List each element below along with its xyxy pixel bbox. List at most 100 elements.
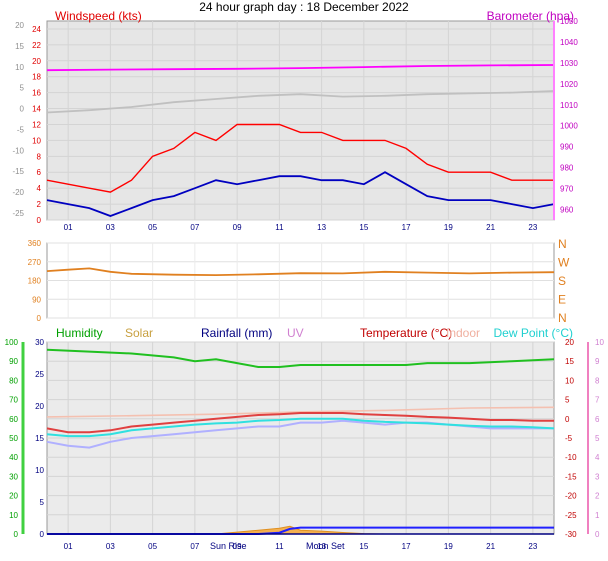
windspeed-tick-label: 16 xyxy=(32,89,41,98)
uv-tick-label: 10 xyxy=(595,338,604,347)
temperature-tick-label: 0 xyxy=(565,415,570,424)
uv-tick-label: 0 xyxy=(595,530,600,539)
multi-x-tick-label: 23 xyxy=(528,542,537,551)
direction-tick-label: 270 xyxy=(28,258,42,267)
dewpoint-line xyxy=(46,417,555,438)
barometer-tick-label: 1050 xyxy=(560,17,578,26)
wind-x-tick-label: 09 xyxy=(233,223,242,232)
compass-label: E xyxy=(558,293,566,307)
temperature-tick-label: -25 xyxy=(565,511,577,520)
compass-label: N xyxy=(558,237,567,251)
rain-tick-label: 15 xyxy=(35,434,44,443)
rain-tick-label: 20 xyxy=(35,402,44,411)
indoor-line xyxy=(46,406,555,418)
windspeed-avg-line xyxy=(46,171,555,217)
humidity-tick-label: 50 xyxy=(9,434,18,443)
windspeed-tick-label: 24 xyxy=(32,25,41,34)
wind-panel-bg xyxy=(46,20,555,221)
windspeed-tick-label: 8 xyxy=(37,152,42,161)
multi-axes: 20151050-5-10-15-20-25-30010203040506070… xyxy=(5,338,605,551)
multi-x-tick-label: 19 xyxy=(444,542,453,551)
uv-tick-label: 6 xyxy=(595,415,600,424)
uv-tick-label: 7 xyxy=(595,396,600,405)
compass-label: W xyxy=(558,256,570,270)
barometer-line xyxy=(46,64,555,72)
multi-x-tick-label: 09 xyxy=(233,542,242,551)
rain-tick-label: 30 xyxy=(35,338,44,347)
temperature-tick-label: 10 xyxy=(565,376,574,385)
multi-x-tick-label: 13 xyxy=(317,542,326,551)
temp-secondary-tick-label: 10 xyxy=(15,63,24,72)
multi-x-tick-label: 01 xyxy=(64,542,73,551)
windspeed-tick-label: 14 xyxy=(32,105,41,114)
humidity-line xyxy=(46,348,555,368)
wind-series xyxy=(46,64,555,217)
windspeed-tick-label: 2 xyxy=(37,200,42,209)
windspeed-tick-label: 22 xyxy=(32,41,41,50)
humidity-label: Humidity xyxy=(56,326,103,340)
temperature-tick-label: 5 xyxy=(565,396,570,405)
uv-tick-label: 3 xyxy=(595,472,600,481)
multi-x-tick-label: 03 xyxy=(106,542,115,551)
solar-label: Solar xyxy=(125,326,153,340)
wind-direction-line xyxy=(46,267,555,277)
uv-tick-label: 9 xyxy=(595,357,600,366)
uv-tick-label: 2 xyxy=(595,492,600,501)
temp-secondary-tick-label: -20 xyxy=(12,188,24,197)
multi-x-tick-label: 21 xyxy=(486,542,495,551)
uv-tick-label: 4 xyxy=(595,453,600,462)
humidity-tick-label: 30 xyxy=(9,472,18,481)
humidity-tick-label: 100 xyxy=(5,338,19,347)
temp-gray-line xyxy=(46,90,555,114)
compass-label: S xyxy=(558,274,566,288)
barometer-tick-label: 980 xyxy=(560,164,574,173)
windspeed-tick-label: 4 xyxy=(37,184,42,193)
wind-axes: 024681012141618202224-25-20-15-10-505101… xyxy=(12,17,578,232)
indoor-label: Indoor xyxy=(446,326,480,340)
direction-tick-label: 180 xyxy=(28,277,42,286)
wind-x-tick-label: 01 xyxy=(64,223,73,232)
uv-tick-label: 8 xyxy=(595,376,600,385)
compass-label: N xyxy=(558,311,567,325)
temperature-tick-label: 20 xyxy=(565,338,574,347)
temperature-tick-label: -15 xyxy=(565,472,577,481)
sunrise-label: Sun Rise xyxy=(210,541,247,551)
direction-series xyxy=(46,267,555,277)
temperature-line xyxy=(46,412,554,434)
barometer-tick-label: 1000 xyxy=(560,122,578,131)
barometer-tick-label: 990 xyxy=(560,143,574,152)
windspeed-tick-label: 12 xyxy=(32,120,41,129)
barometer-tick-label: 1020 xyxy=(560,80,578,89)
barometer-tick-label: 1030 xyxy=(560,59,578,68)
rain-tick-label: 5 xyxy=(40,498,45,507)
uv-tick-label: 5 xyxy=(595,434,600,443)
temp-secondary-tick-label: 15 xyxy=(15,42,24,51)
temp-secondary-tick-label: -10 xyxy=(12,146,24,155)
temp-secondary-tick-label: -15 xyxy=(12,167,24,176)
humidity-tick-label: 70 xyxy=(9,396,18,405)
temp-secondary-tick-label: 5 xyxy=(20,84,25,93)
multi-x-tick-label: 05 xyxy=(148,542,157,551)
windspeed-gust-line xyxy=(46,123,554,193)
humidity-tick-label: 80 xyxy=(9,376,18,385)
multi-x-tick-label: 11 xyxy=(275,542,284,551)
rain-tick-label: 0 xyxy=(40,530,45,539)
temperature-tick-label: -30 xyxy=(565,530,577,539)
windspeed-tick-label: 18 xyxy=(32,73,41,82)
multi-x-tick-label: 07 xyxy=(190,542,199,551)
uv-tick-label: 1 xyxy=(595,511,600,520)
barometer-tick-label: 960 xyxy=(560,206,574,215)
direction-grid xyxy=(47,242,554,319)
temperature-tick-label: 15 xyxy=(565,357,574,366)
windspeed-tick-label: 10 xyxy=(32,136,41,145)
humidity-tick-label: 90 xyxy=(9,357,18,366)
windspeed-tick-label: 6 xyxy=(37,168,42,177)
wind-x-tick-label: 19 xyxy=(444,223,453,232)
multi-x-tick-label: 15 xyxy=(359,542,368,551)
temp-secondary-tick-label: -5 xyxy=(17,125,25,134)
humidity-tick-label: 20 xyxy=(9,492,18,501)
temperature-tick-label: -10 xyxy=(565,453,577,462)
uv-label: UV xyxy=(287,326,304,340)
